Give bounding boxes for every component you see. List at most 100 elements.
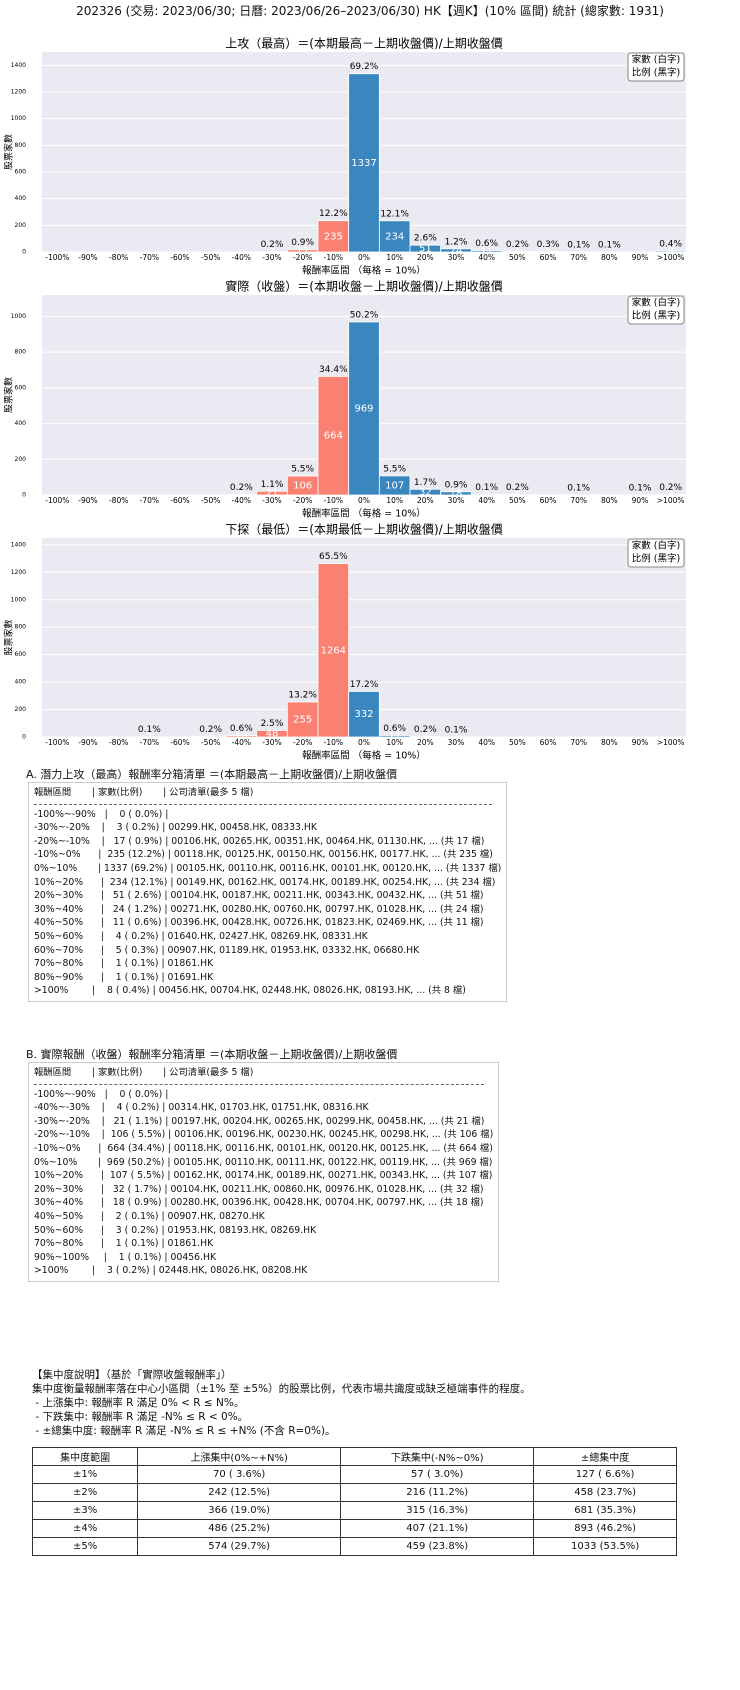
list-header: 報酬區間 | 家數(比例) | 公司清單(最多 5 檔) bbox=[34, 787, 254, 798]
y-tick-label: 800 bbox=[15, 624, 27, 631]
count-label: 1264 bbox=[321, 645, 346, 656]
legend-box bbox=[627, 295, 685, 325]
legend-box bbox=[627, 538, 685, 568]
list-line: 30%~40% | 18 ( 0.9%) | 00280.HK, 00396.H… bbox=[34, 1197, 484, 1209]
x-tick-label: -100% bbox=[45, 253, 69, 262]
percent-label: 65.5% bbox=[319, 552, 348, 562]
list-line: 50%~60% | 4 ( 0.2%) | 01640.HK, 02427.HK… bbox=[34, 930, 368, 942]
table-cell: 681 (35.3%) bbox=[533, 1501, 677, 1520]
count-label: 1 bbox=[606, 247, 612, 258]
y-tick-label: 400 bbox=[15, 679, 27, 686]
y-tick-label: 0 bbox=[22, 734, 26, 741]
x-tick-label: 20% bbox=[417, 253, 434, 262]
percent-label: 0.1% bbox=[598, 240, 621, 250]
count-label: 10 bbox=[235, 731, 248, 742]
percent-label: 12.2% bbox=[319, 209, 348, 219]
x-tick-label: -60% bbox=[170, 738, 189, 747]
x-tick-label: 90% bbox=[632, 738, 649, 747]
x-tick-label: -50% bbox=[201, 496, 220, 505]
count-label: 1 bbox=[575, 490, 581, 501]
table-cell: 458 (23.7%) bbox=[533, 1483, 677, 1502]
y-tick-label: 600 bbox=[15, 651, 27, 658]
percent-label: 0.2% bbox=[414, 725, 437, 735]
y-tick-label: 1400 bbox=[11, 62, 26, 69]
percent-label: 0.2% bbox=[261, 240, 284, 250]
list-line: 70%~80% | 1 ( 0.1%) | 01861.HK bbox=[34, 1238, 214, 1250]
count-label: 969 bbox=[354, 403, 373, 414]
percent-label: 0.9% bbox=[445, 480, 468, 490]
list-line: 20%~30% | 51 ( 2.6%) | 00104.HK, 00187.H… bbox=[34, 890, 484, 902]
x-tick-label: 20% bbox=[417, 496, 434, 505]
percent-label: 0.9% bbox=[291, 238, 314, 248]
percent-label: 0.1% bbox=[445, 725, 468, 735]
legend-box bbox=[627, 52, 685, 82]
list-line: -40%~-30% | 4 ( 0.2%) | 00314.HK, 01703.… bbox=[34, 1102, 369, 1114]
x-tick-label: 10% bbox=[386, 253, 403, 262]
x-axis-label: 報酬率區間 （每格 = 10%） bbox=[302, 750, 426, 762]
bar bbox=[378, 220, 411, 252]
list-line: -100%~-90% | 0 ( 0.0%) | bbox=[34, 808, 169, 820]
note-line: - 上漲集中: 報酬率 R 滿足 0% < R ≤ N%。 bbox=[32, 1397, 245, 1409]
y-tick-label: 200 bbox=[15, 456, 27, 463]
list-line: 40%~50% | 11 ( 0.6%) | 00396.HK, 00428.H… bbox=[34, 917, 484, 929]
x-tick-label: -90% bbox=[78, 738, 97, 747]
x-tick-label: >100% bbox=[657, 738, 685, 747]
table-row: ±1% 70 ( 3.6%) 57 ( 3.0%) 127 ( 6.6%) bbox=[31, 1465, 677, 1484]
note-line: 集中度衡量報酬率落在中心小區間（±1% 至 ±5%）的股票比例，代表市場共識度或… bbox=[32, 1383, 531, 1395]
bar bbox=[348, 691, 380, 737]
x-tick-label: -30% bbox=[262, 496, 281, 505]
y-axis-label: 股票家數 bbox=[3, 134, 15, 170]
percent-label: 0.1% bbox=[475, 483, 498, 493]
percent-label: 2.5% bbox=[261, 719, 284, 729]
percent-label: 1.2% bbox=[445, 237, 468, 247]
y-tick-label: 600 bbox=[15, 169, 27, 176]
y-tick-label: 1000 bbox=[11, 313, 26, 320]
table-cell: ±1% bbox=[31, 1465, 139, 1484]
percent-label: 5.5% bbox=[383, 464, 406, 474]
x-tick-label: -50% bbox=[201, 738, 220, 747]
legend-text: 比例 (黑字) bbox=[632, 67, 680, 79]
percent-label: 13.2% bbox=[288, 691, 317, 701]
count-label: 1 bbox=[453, 732, 459, 743]
count-label: 255 bbox=[293, 715, 312, 726]
x-tick-label: 80% bbox=[601, 253, 618, 262]
x-tick-label: 60% bbox=[540, 496, 557, 505]
x-tick-label: -90% bbox=[78, 253, 97, 262]
list-line: -10%~0% | 664 (34.4%) | 00118.HK, 00116.… bbox=[34, 1142, 493, 1154]
percent-label: 2.6% bbox=[414, 234, 437, 244]
table-cell: 574 (29.7%) bbox=[137, 1537, 342, 1556]
y-tick-label: 600 bbox=[15, 384, 27, 391]
bar bbox=[654, 250, 686, 252]
x-tick-label: 40% bbox=[478, 496, 495, 505]
x-tick-label: 90% bbox=[632, 253, 649, 262]
x-tick-label: -10% bbox=[324, 738, 343, 747]
count-label: 1 bbox=[637, 490, 643, 501]
bar bbox=[440, 491, 472, 495]
percent-label: 17.2% bbox=[350, 680, 379, 690]
x-tick-label: 0% bbox=[358, 253, 370, 262]
list-line: 10%~20% | 107 ( 5.5%) | 00162.HK, 00174.… bbox=[34, 1170, 493, 1182]
percent-label: 0.2% bbox=[230, 483, 253, 493]
table-cell: 242 (12.5%) bbox=[137, 1483, 342, 1502]
bar bbox=[317, 563, 350, 737]
x-tick-label: >100% bbox=[657, 496, 685, 505]
x-tick-label: 80% bbox=[601, 496, 618, 505]
count-label: 11 bbox=[480, 246, 493, 257]
list-line: 20%~30% | 32 ( 1.7%) | 00104.HK, 00211.H… bbox=[34, 1183, 484, 1195]
x-tick-label: -80% bbox=[109, 496, 128, 505]
y-axis-label: 股票家數 bbox=[3, 619, 15, 655]
count-label: 4 bbox=[422, 732, 428, 743]
percent-label: 0.6% bbox=[475, 239, 498, 249]
percent-label: 12.1% bbox=[380, 209, 409, 219]
x-tick-label: -20% bbox=[293, 253, 312, 262]
list-line: -20%~-10% | 17 ( 0.9%) | 00106.HK, 00265… bbox=[34, 835, 485, 847]
count-label: 332 bbox=[354, 709, 373, 720]
count-label: 3 bbox=[269, 247, 275, 258]
x-tick-label: -30% bbox=[262, 253, 281, 262]
chart-title: 下探（最低）＝(本期最低－上期收盤價)/上期收盤價 bbox=[225, 523, 502, 537]
table-cell: 407 (21.1%) bbox=[340, 1519, 535, 1538]
list-line: 10%~20% | 234 (12.1%) | 00149.HK, 00162.… bbox=[34, 876, 496, 888]
x-tick-label: 20% bbox=[417, 738, 434, 747]
legend-text: 比例 (黑字) bbox=[632, 553, 680, 565]
